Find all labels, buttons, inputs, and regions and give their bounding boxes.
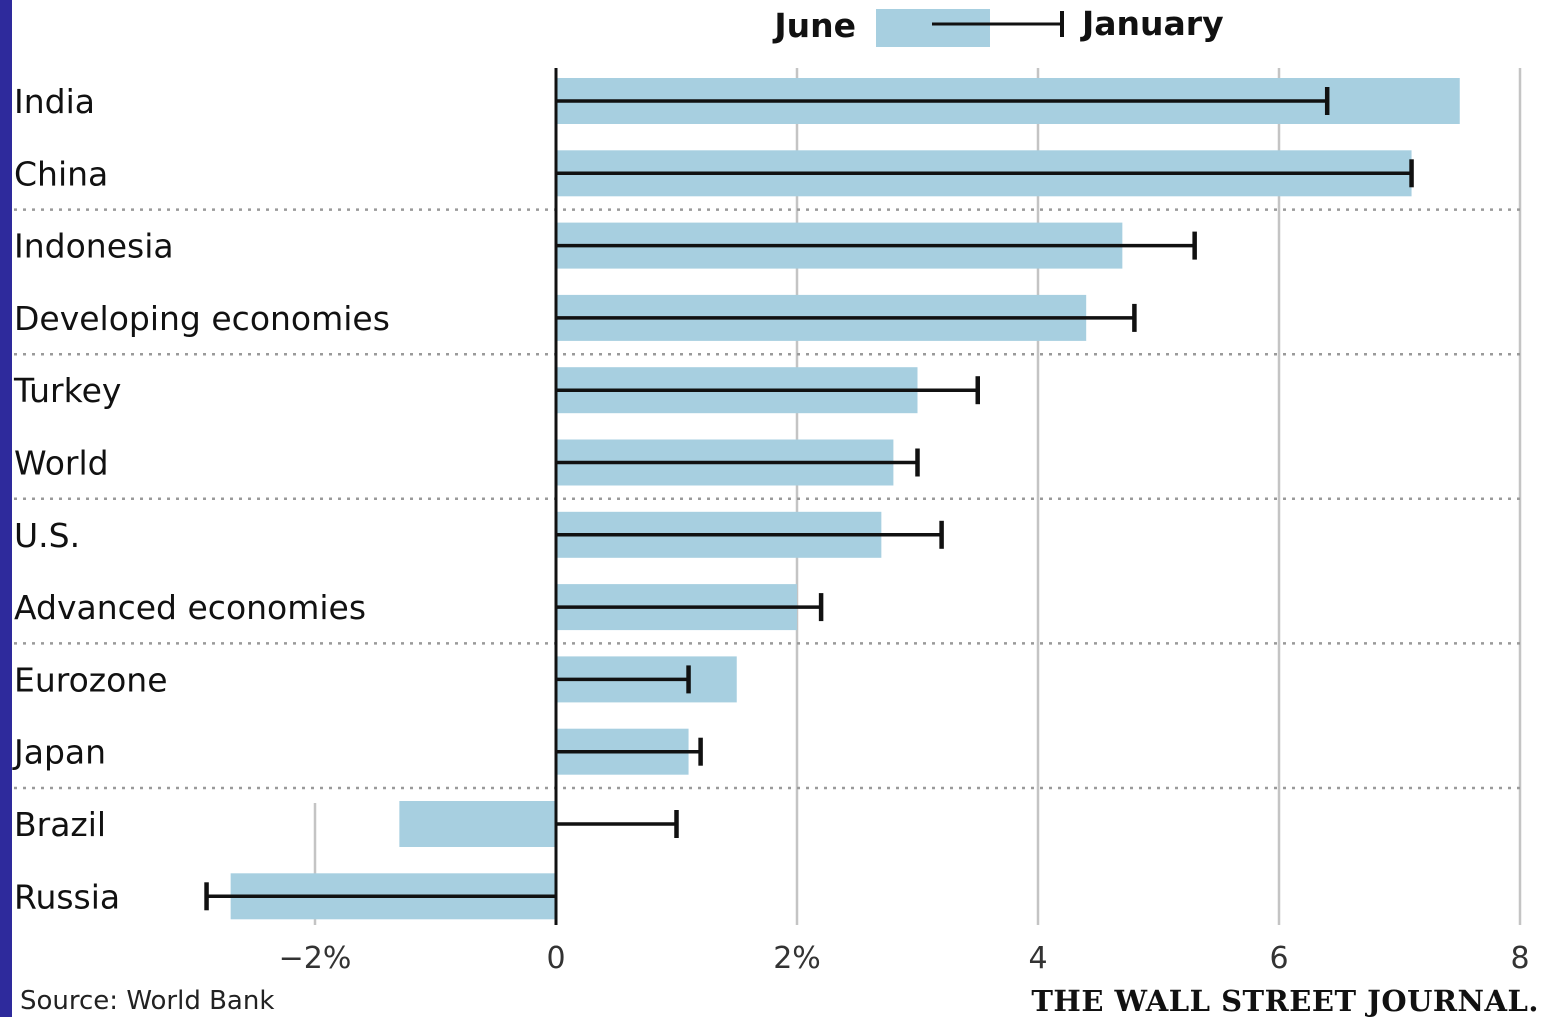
category-label: Developing economies bbox=[14, 299, 390, 338]
source-note: Source: World Bank bbox=[20, 986, 275, 1016]
x-tick-label: 0 bbox=[546, 941, 565, 976]
gridlines bbox=[313, 68, 1522, 925]
legend-june-label: June bbox=[772, 6, 856, 45]
january-markers bbox=[204, 87, 1414, 911]
legend: June January bbox=[772, 4, 1224, 47]
x-tick-label: 4 bbox=[1028, 941, 1047, 976]
x-tick-label: −2% bbox=[279, 941, 352, 976]
june-bar bbox=[399, 801, 556, 847]
publisher-masthead: THE WALL STREET JOURNAL. bbox=[1031, 984, 1539, 1018]
category-label: Japan bbox=[12, 733, 106, 772]
category-label: Indonesia bbox=[14, 227, 174, 266]
category-label: Turkey bbox=[13, 371, 121, 410]
x-tick-label: 2% bbox=[773, 941, 821, 976]
category-label: China bbox=[14, 154, 108, 193]
x-axis-ticks: −2% 0 2% 4 6 8 bbox=[279, 941, 1530, 976]
x-tick-label: 8 bbox=[1510, 941, 1529, 976]
category-labels: India China Indonesia Developing economies T… bbox=[12, 82, 390, 916]
category-label: Brazil bbox=[14, 805, 106, 844]
category-label: India bbox=[14, 82, 95, 121]
category-label: World bbox=[14, 444, 109, 483]
frame-stripe bbox=[0, 0, 12, 1017]
category-label: Russia bbox=[14, 877, 120, 916]
legend-january-label: January bbox=[1080, 4, 1224, 43]
category-label: Eurozone bbox=[14, 660, 168, 699]
category-label: Advanced economies bbox=[14, 588, 366, 627]
legend-june-swatch bbox=[876, 9, 990, 47]
x-tick-label: 6 bbox=[1269, 941, 1288, 976]
category-label: U.S. bbox=[14, 516, 80, 555]
